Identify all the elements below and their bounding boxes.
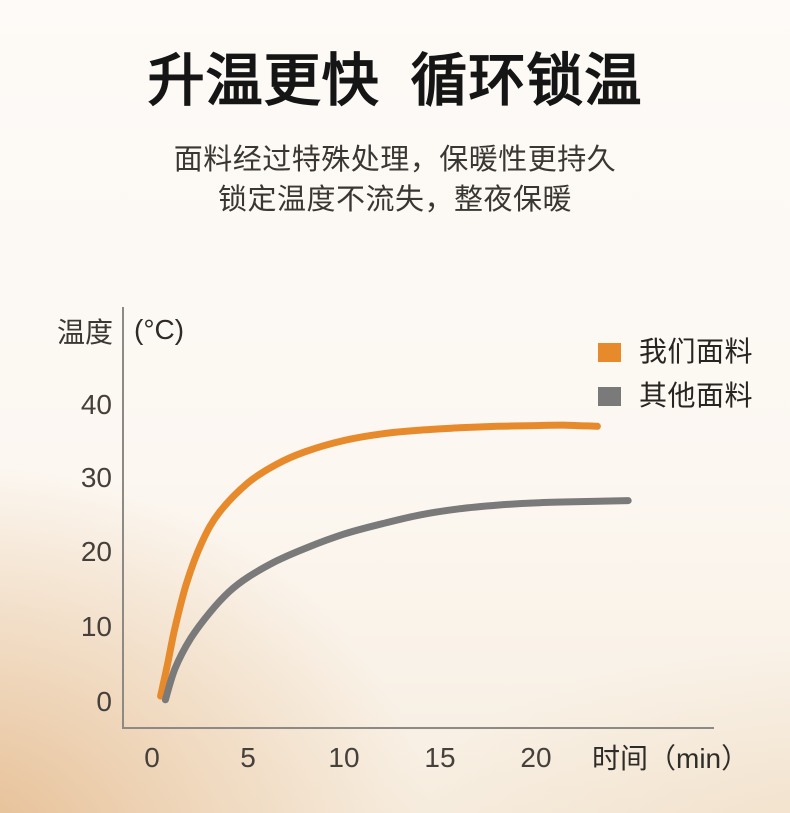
- x-axis-label: 时间（min）: [592, 743, 750, 774]
- y-tick-10: 10: [80, 611, 112, 642]
- legend-swatch-our-fabric-icon: [598, 342, 621, 362]
- legend-label-other-fabric: 其他面料: [639, 380, 754, 411]
- x-tick-15: 15: [424, 742, 456, 773]
- y-axis-unit: (°C): [134, 314, 185, 345]
- legend: 我们面料 其他面料: [598, 337, 753, 411]
- x-tick-20: 20: [520, 742, 552, 773]
- x-tick-0: 0: [144, 742, 160, 773]
- subtitle-line-1: 面料经过特殊处理，保暖性更持久: [173, 144, 617, 176]
- legend-item-other-fabric: 其他面料: [598, 381, 753, 411]
- page-title: 升温更快 循环锁温: [147, 49, 643, 113]
- subtitle-line-2: 锁定温度不流失，整夜保暖: [217, 184, 572, 216]
- y-tick-30: 30: [80, 462, 112, 493]
- legend-item-our-fabric: 我们面料: [598, 337, 753, 367]
- x-tick-10: 10: [328, 742, 360, 773]
- y-tick-40: 40: [80, 389, 112, 420]
- y-axis-label: 温度: [56, 317, 113, 348]
- legend-label-our-fabric: 我们面料: [639, 336, 754, 367]
- y-tick-0: 0: [96, 686, 112, 717]
- x-tick-5: 5: [240, 742, 256, 773]
- legend-swatch-other-fabric-icon: [598, 386, 621, 406]
- y-tick-20: 20: [80, 536, 112, 567]
